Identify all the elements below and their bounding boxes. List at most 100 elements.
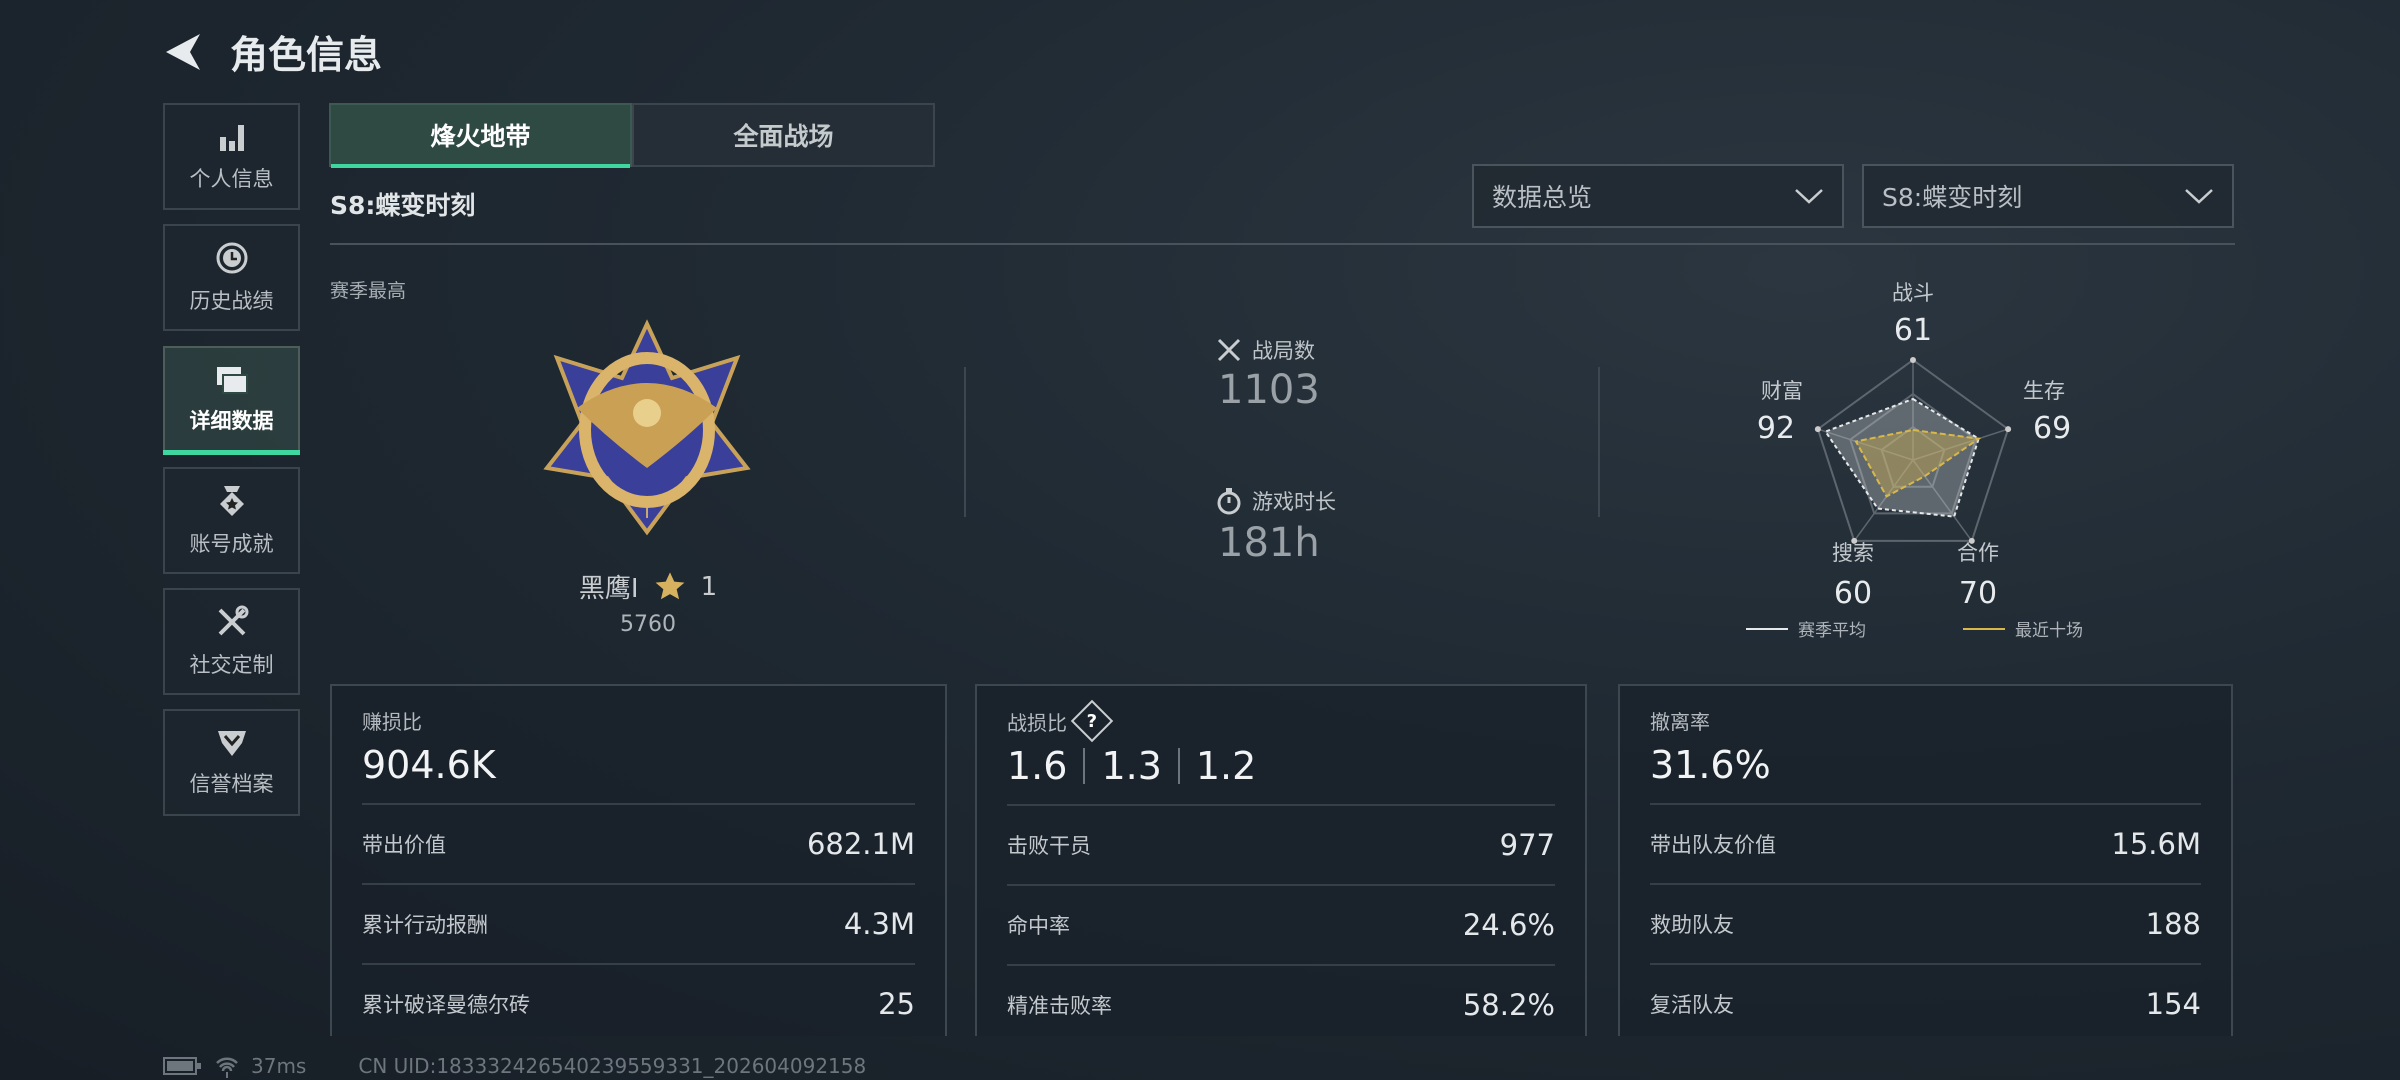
radar-series-season-avg [1823,397,1980,518]
achievement-medal-icon [219,485,244,516]
radar-axis-dot [2005,426,2012,433]
stat-value: 977 [1499,828,1555,862]
stat-value: 682.1M [806,827,915,861]
legend-line-recent-ten [1963,627,2005,630]
stat-value: 15.6M [2111,827,2201,861]
matches-label: 战局数 [1252,339,1315,363]
stat-value: 58.2% [1462,988,1555,1022]
kd-value: 1.3 [1101,744,1162,788]
stat-row: 击败干员 977 [1007,804,1555,884]
radar-axis-value: 61 [1894,313,1932,348]
status-bar: 37ms CN UID:18333242654023955933​1_20260… [163,1054,866,1078]
stat-label: 命中率 [1007,914,1070,938]
card-title-row: 战损比? [1007,699,1555,743]
radar-axis-label: 合作 [1957,541,1999,565]
divider [964,367,966,517]
stopwatch-icon [1217,488,1241,515]
radar-grid [1816,358,2010,542]
stat-row: 带出队友价值 15.6M [1650,803,2201,883]
kd-value: 1.6 [1007,744,1068,788]
stat-value: 154 [2145,987,2201,1021]
credit-shield-icon [217,730,246,756]
wifi-icon [216,1057,238,1078]
help-icon[interactable]: ? [1070,699,1114,743]
matches-value: 1103 [1218,367,1320,413]
battery-icon [163,1057,201,1075]
radar-grid [1849,392,1977,515]
stat-value: 24.6% [1462,908,1555,942]
radar-axis-dot [1910,357,1916,363]
kd-value: 1.2 [1195,744,1257,788]
history-clock-icon [216,242,247,273]
tab-all-out-war[interactable]: 全面战场 [632,103,935,167]
card-title: 赚损比 [362,710,422,734]
sidebar-item-label: 详细数据 [189,408,274,433]
rank-name-row: 黑鹰I 1 [560,568,736,605]
radar-axis-value: 60 [1834,576,1872,611]
rank-medal-icon: I [543,319,751,536]
card-profit-ratio: 赚损比 904.6K 带出价值 682.1M 累计行动报酬 4.3M 累计破译曼德尔… [330,684,947,1036]
bar-chart-icon [219,124,244,151]
stat-row: 累计行动报酬 4.3M [362,883,915,963]
radar-axis-label: 搜索 [1832,541,1874,565]
star-icon [655,571,684,599]
stat-value: 25 [878,987,915,1021]
stat-label: 带出价值 [362,833,446,857]
sidebar-item-label: 历史战绩 [189,288,274,313]
crossed-swords-icon [1217,338,1241,362]
radar-axis-dot [1968,537,1975,544]
sidebar-item-label: 账号成就 [189,531,274,556]
playtime-label-row: 游戏时长 [1216,486,1336,516]
sidebar-item-personal-info[interactable]: 个人信息 [163,103,300,210]
back-arrow-icon[interactable] [160,28,208,76]
page-title: 角色信息 [230,33,383,77]
sidebar-item-history[interactable]: 历史战绩 [163,224,300,331]
stat-row: 复活队友 154 [1650,963,2201,1043]
radar-axis-dot [1851,537,1858,544]
radar-axis [1912,459,1973,542]
sidebar-item-label: 社交定制 [189,652,274,677]
sidebar-item-social[interactable]: 社交定制 [163,588,300,695]
radar-series-recent-ten [1854,428,1982,498]
sidebar-item-label: 信誉档案 [189,771,274,796]
radar-grid [1880,425,1946,488]
stat-label: 救助队友 [1650,913,1734,937]
legend-label: 赛季平均 [1798,621,1866,641]
stat-label: 累计行动报酬 [362,913,488,937]
tab-havoc-zone[interactable]: 烽火地带 [329,103,632,168]
divider [1598,367,1600,517]
sidebar-item-achievements[interactable]: 账号成就 [163,467,300,574]
radar-axis-label: 财富 [1761,379,1803,403]
rank-name: 黑鹰I [578,574,639,604]
rank-stars: 1 [700,571,718,602]
matches-label-row: 战局数 [1216,335,1315,365]
rank-score: 5760 [620,612,676,637]
season-best-label: 赛季最高 [330,280,407,302]
stat-row: 命中率 24.6% [1007,884,1555,964]
view-dropdown-value: 数据总览 [1492,183,1593,212]
legend-line-season-avg [1746,627,1788,630]
card-title: 战损比 [1007,710,1067,735]
sidebar-item-credit[interactable]: 信誉档案 [163,709,300,816]
stat-label: 累计破译曼德尔砖 [362,993,530,1017]
card-extraction-rate: 撤离率 31.6% 带出队友价值 15.6M 救助队友 188 复活队友 154 [1618,684,2233,1036]
card-values: 1.6 1.3 1.2 [1007,740,1555,792]
stat-value: 188 [2145,907,2201,941]
radar-axis-dot [1814,426,1821,433]
radar-axis [1912,428,2009,461]
view-dropdown[interactable]: 数据总览 [1472,164,1844,228]
stat-row: 累计破译曼德尔砖 25 [362,963,915,1043]
divider [330,243,2235,245]
radar-axis-value: 70 [1959,576,1997,611]
sidebar-item-label: 个人信息 [189,166,274,191]
tools-icon [218,605,248,635]
season-dropdown[interactable]: S8:蝶变时刻 [1862,164,2234,228]
radar-axis-label: 战斗 [1892,281,1934,305]
card-title: 撤离率 [1650,710,1710,734]
legend-season-avg: 赛季平均 [1746,616,1866,641]
radar-axis [1817,428,1914,461]
chevron-down-icon [2185,189,2213,204]
stat-label: 精准击败率 [1007,994,1112,1018]
sidebar-item-detailed-data[interactable]: 详细数据 [163,346,300,455]
stat-row: 救助队友 188 [1650,883,2201,963]
